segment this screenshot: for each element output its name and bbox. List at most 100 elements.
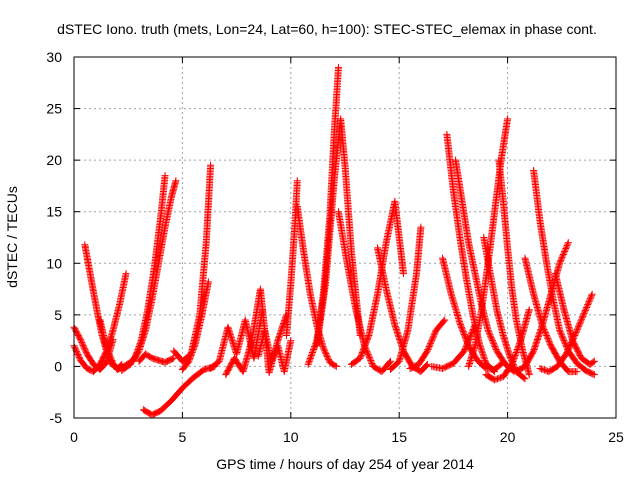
data-point <box>573 327 581 335</box>
data-point <box>512 349 520 357</box>
data-point <box>513 346 521 354</box>
data-point <box>480 355 488 363</box>
data-point <box>309 347 317 355</box>
data-point <box>324 354 332 362</box>
data-markers <box>70 63 598 419</box>
data-point <box>479 350 487 358</box>
data-point <box>358 350 366 358</box>
data-point <box>440 317 448 325</box>
data-point <box>428 335 436 343</box>
data-point <box>557 331 565 339</box>
axis-ticks: 0 5 10 15 20 25 -5 0 5 10 15 20 25 30 <box>46 49 624 445</box>
data-point <box>331 362 339 370</box>
data-point <box>422 361 430 369</box>
data-point <box>364 349 372 357</box>
data-point <box>516 338 524 346</box>
data-point <box>185 356 193 364</box>
data-point <box>487 334 495 342</box>
data-point <box>562 350 570 358</box>
x-tick-label: 5 <box>179 429 187 445</box>
data-point <box>559 335 567 343</box>
y-tick-label: 30 <box>46 49 62 65</box>
data-point <box>543 333 551 341</box>
y-tick-label: 25 <box>46 101 62 117</box>
data-point <box>559 334 567 342</box>
data-point <box>563 349 571 357</box>
data-point <box>80 343 88 351</box>
data-point <box>557 329 565 337</box>
data-point <box>557 255 565 263</box>
data-point <box>577 317 585 325</box>
data-point <box>357 351 365 359</box>
data-point <box>364 334 372 342</box>
data-point <box>457 322 465 330</box>
data-point <box>304 360 312 368</box>
y-tick-label: 20 <box>46 152 62 168</box>
data-point <box>364 333 372 341</box>
data-point <box>463 338 471 346</box>
data-point <box>368 359 376 367</box>
data-point <box>514 344 522 352</box>
data-point <box>589 370 597 378</box>
data-point <box>485 328 493 336</box>
data-point <box>310 346 318 354</box>
data-point <box>204 278 212 286</box>
data-point <box>558 253 566 261</box>
data-point <box>321 347 329 355</box>
data-point <box>323 351 331 359</box>
data-point <box>423 347 431 355</box>
data-point <box>564 240 572 248</box>
data-point <box>458 323 466 331</box>
data-point <box>190 344 198 352</box>
data-point <box>508 360 516 368</box>
data-point <box>305 359 313 367</box>
data-point <box>362 340 370 348</box>
data-point <box>490 341 498 349</box>
data-point <box>477 344 485 352</box>
data-point <box>322 350 330 358</box>
data-point <box>488 335 496 343</box>
data-point <box>481 356 489 364</box>
data-point <box>81 346 89 354</box>
data-point <box>320 345 328 353</box>
data-point <box>583 303 591 311</box>
data-point <box>590 371 598 379</box>
chart-title: dSTEC Iono. truth (mets, Lon=24, Lat=60,… <box>57 21 597 37</box>
data-point <box>576 318 584 326</box>
x-axis-label: GPS time / hours of day 254 of year 2014 <box>216 456 474 472</box>
data-point <box>479 352 487 360</box>
data-point <box>580 309 588 317</box>
data-point <box>512 350 520 358</box>
data-point <box>362 339 370 347</box>
data-point <box>456 321 464 329</box>
x-tick-label: 10 <box>283 429 299 445</box>
data-point <box>75 352 83 360</box>
data-point <box>565 343 573 351</box>
y-tick-label: 15 <box>46 204 62 220</box>
data-point <box>504 115 512 123</box>
data-point <box>575 323 583 331</box>
data-point <box>207 161 215 169</box>
data-point <box>431 329 439 337</box>
data-point <box>588 290 596 298</box>
data-point <box>584 301 592 309</box>
data-point <box>560 249 568 257</box>
data-point <box>77 337 85 345</box>
data-point <box>587 293 595 301</box>
plot-frame <box>73 56 617 419</box>
data-point <box>559 252 567 260</box>
data-point <box>426 340 434 348</box>
data-point <box>508 359 516 367</box>
data-point <box>361 343 369 351</box>
data-point <box>306 354 314 362</box>
data-point <box>486 331 494 339</box>
data-point <box>544 336 552 344</box>
data-point <box>585 298 593 306</box>
data-point <box>424 345 432 353</box>
x-tick-label: 25 <box>608 429 624 445</box>
data-point <box>74 350 82 358</box>
data-point <box>359 346 367 354</box>
data-point <box>71 343 79 351</box>
data-point <box>122 270 130 278</box>
data-point <box>466 333 474 341</box>
